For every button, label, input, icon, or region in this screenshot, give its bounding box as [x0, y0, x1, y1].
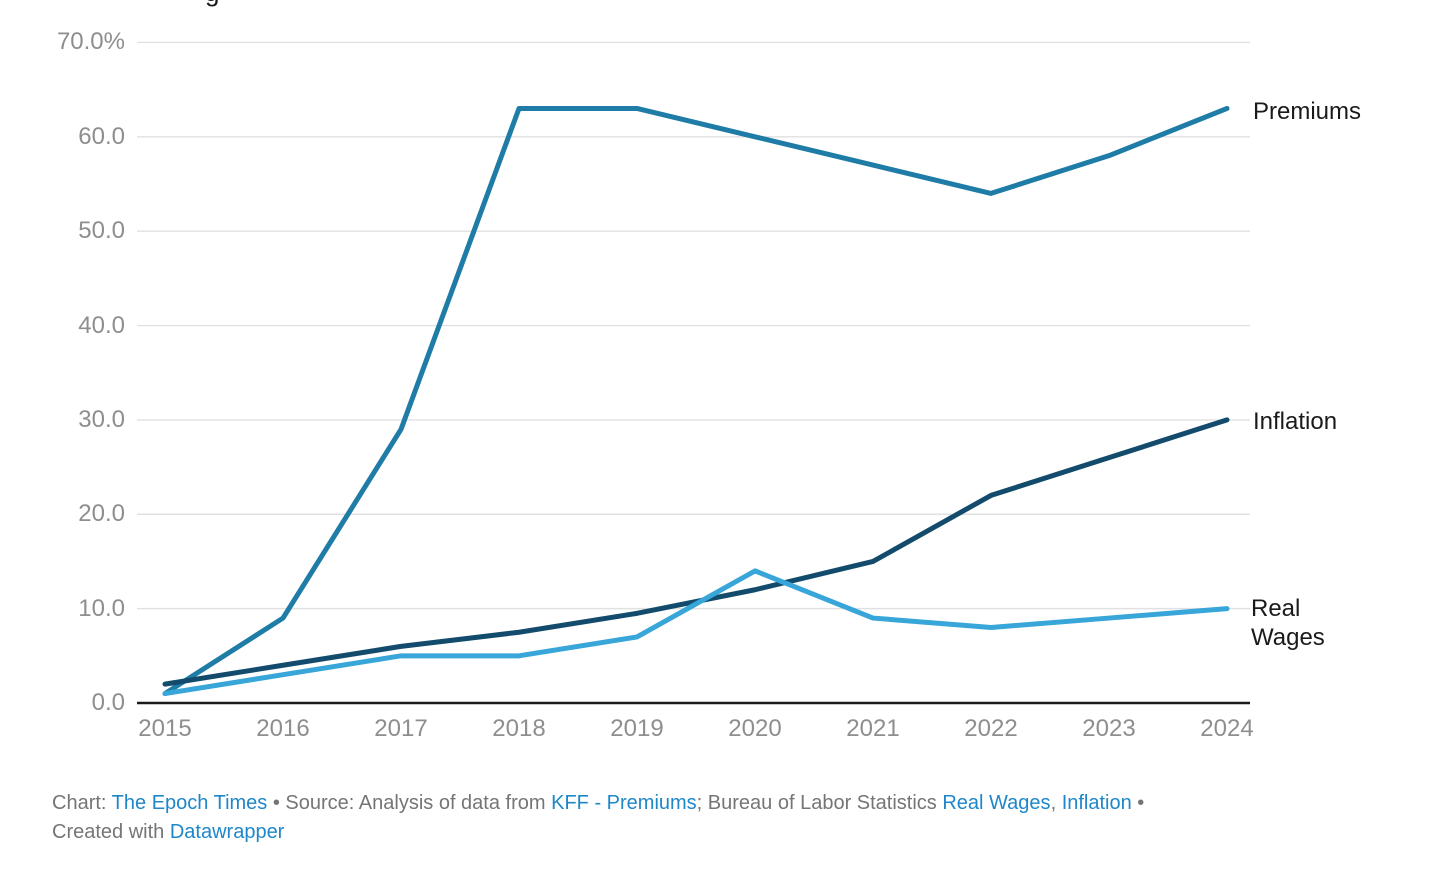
y-tick-label: 20.0 [78, 500, 125, 528]
title-fragment-text: g [205, 0, 219, 8]
footer-text: • [1131, 792, 1145, 814]
series-label-premiums: Premiums [1253, 98, 1362, 125]
y-tick-label: 0.0 [91, 689, 125, 716]
x-tick-label: 2023 [1082, 715, 1136, 742]
series-line-premiums [162, 105, 1230, 697]
footer-text: ; Bureau of Labor Statistics [696, 792, 943, 814]
footer-link-datawrapper[interactable]: Datawrapper [169, 821, 285, 843]
chart-footer: Chart: The Epoch Times • Source: Analysi… [52, 789, 1392, 847]
y-tick-label: 30.0 [78, 405, 125, 433]
footer-text: Created with [52, 821, 170, 843]
x-tick-label: 2024 [1200, 715, 1254, 742]
y-tick-label: 50.0 [78, 217, 125, 245]
x-tick-label: 2020 [728, 715, 782, 742]
y-tick-label: 10.0 [78, 594, 125, 622]
y-tick-label: 70.0% [56, 28, 125, 56]
footer-link-real-wages[interactable]: Real Wages [942, 792, 1051, 814]
gridlines [137, 41, 1250, 705]
footer-text: Chart: [52, 792, 112, 814]
y-tick-label: 60.0 [78, 122, 125, 150]
footer-text: , [1050, 792, 1062, 814]
footer-link-the-epoch-times[interactable]: The Epoch Times [111, 792, 268, 814]
series-label-real-wages: Real Wages [1251, 595, 1325, 651]
series-label-inflation: Inflation [1253, 408, 1338, 435]
series-line-real-wages [162, 568, 1230, 697]
footer-text: • Source: Analysis of data from [267, 792, 552, 814]
x-tick-label: 2021 [846, 715, 900, 742]
x-tick-label: 2018 [492, 715, 546, 742]
footer-created-with-line: Created with Datawrapper [52, 818, 1392, 847]
footer-link-inflation[interactable]: Inflation [1061, 792, 1132, 814]
x-tick-label: 2019 [610, 715, 664, 742]
x-tick-label: 2016 [256, 715, 310, 742]
y-tick-label: 40.0 [78, 311, 125, 339]
clipped-title-fragment: g [205, 0, 265, 9]
footer-link-kff-premiums[interactable]: KFF - Premiums [551, 792, 697, 814]
footer-attribution-line: Chart: The Epoch Times • Source: Analysi… [52, 789, 1392, 818]
x-tick-label: 2017 [374, 715, 428, 742]
x-tick-label: 2015 [138, 715, 192, 742]
x-tick-label: 2022 [964, 715, 1018, 742]
